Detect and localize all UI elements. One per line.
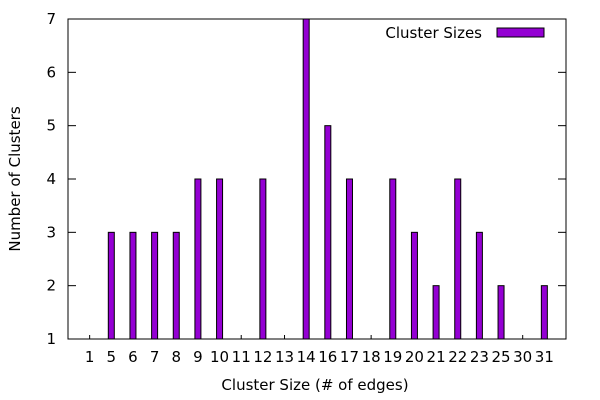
y-tick-label: 2	[46, 277, 56, 295]
x-tick-label: 16	[318, 348, 337, 366]
bar	[389, 178, 397, 340]
x-tick-label: 30	[513, 348, 532, 366]
y-tick-label: 3	[46, 223, 56, 241]
x-tick-label: 17	[340, 348, 359, 366]
x-tick-label: 19	[383, 348, 402, 366]
legend-swatch	[496, 27, 545, 38]
y-tick-label: 4	[46, 170, 56, 188]
x-tick-label: 21	[427, 348, 446, 366]
bar	[345, 178, 353, 340]
x-axis-title: Cluster Size (# of edges)	[221, 376, 408, 394]
x-tick-label: 6	[128, 348, 138, 366]
legend-label: Cluster Sizes	[385, 24, 482, 42]
y-axis-title: Number of Clusters	[6, 106, 24, 251]
bar	[194, 178, 202, 340]
bar	[151, 231, 159, 340]
x-tick-label: 11	[232, 348, 251, 366]
bars	[107, 18, 548, 340]
bar	[454, 178, 462, 340]
y-tick-label: 1	[46, 330, 56, 348]
y-axis-ticks: 1 2 3 4 5 6 7	[46, 10, 566, 348]
bar	[302, 18, 310, 340]
bar	[129, 231, 137, 340]
x-tick-label: 12	[253, 348, 272, 366]
bar	[172, 231, 180, 340]
x-tick-label: 18	[362, 348, 381, 366]
x-tick-label: 10	[210, 348, 229, 366]
x-tick-label: 25	[491, 348, 510, 366]
bar	[324, 125, 332, 340]
x-axis-ticks: 1 5 6 7 8 9 10 11 12 13 14 16 17 18 19 20 21 22 23 25 30 31	[85, 335, 554, 366]
x-tick-label: 14	[297, 348, 316, 366]
plot-frame	[67, 18, 567, 340]
x-tick-label: 1	[85, 348, 95, 366]
y-tick-label: 5	[46, 117, 56, 135]
x-tick-label: 20	[405, 348, 424, 366]
x-tick-label: 8	[171, 348, 181, 366]
x-tick-label: 9	[193, 348, 203, 366]
x-tick-label: 7	[150, 348, 160, 366]
legend: Cluster Sizes	[385, 24, 545, 42]
y-tick-label: 6	[46, 63, 56, 81]
bar	[475, 231, 483, 340]
bar	[107, 231, 115, 340]
x-tick-label: 23	[470, 348, 489, 366]
bar	[410, 231, 418, 340]
x-tick-label: 13	[275, 348, 294, 366]
x-tick-label: 5	[107, 348, 117, 366]
bar	[216, 178, 224, 340]
y-tick-label: 7	[46, 10, 56, 28]
x-tick-label: 31	[535, 348, 554, 366]
bar	[259, 178, 267, 340]
bar	[540, 285, 548, 340]
bar	[497, 285, 505, 340]
bar	[432, 285, 440, 340]
x-tick-label: 22	[448, 348, 467, 366]
